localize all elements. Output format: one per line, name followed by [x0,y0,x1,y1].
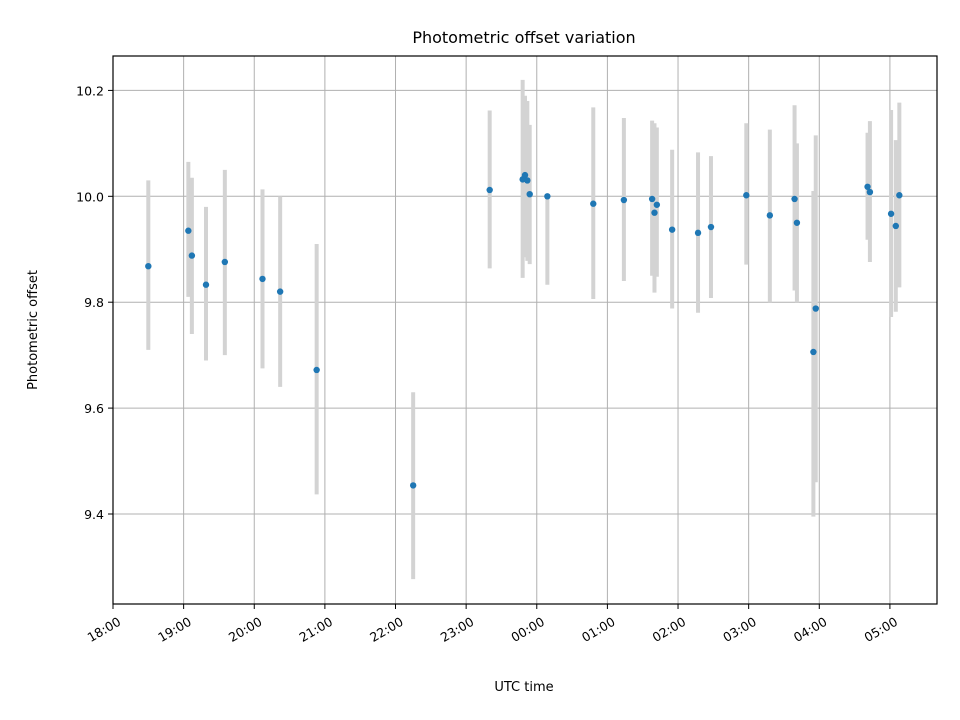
error-bars [146,79,902,580]
data-point [766,212,774,219]
y-axis-label: Photometric offset [26,270,41,390]
data-point [896,192,903,199]
x-tick-label: 02:00 [650,614,689,645]
data-point [409,482,417,489]
x-tick-label: 03:00 [720,614,759,645]
data-point [793,219,801,226]
x-axis-ticks: 18:00 19:00 20:00 21:00 22:00 23:00 00:00 01:00… [85,604,901,645]
data-point [620,196,628,204]
data-point [202,281,210,288]
x-tick-label: 21:00 [296,614,335,645]
data-point [526,190,533,198]
data-point [221,258,229,266]
data-point [188,252,196,259]
y-tick-label: 9.8 [84,295,104,310]
plot-frame [112,55,938,605]
data-point [185,227,192,234]
data-point [524,177,531,184]
data-point [707,223,715,231]
x-tick-label: 22:00 [367,614,406,645]
x-tick-label: 01:00 [579,614,618,645]
data-point [791,195,798,203]
data-point [651,209,658,216]
data-point [892,222,899,230]
x-tick-label: 04:00 [791,614,830,645]
data-point [812,305,819,312]
data-point [864,183,871,190]
data-point [521,171,529,179]
data-point [276,288,284,295]
data-point [648,195,656,203]
data-point [866,188,874,196]
data-point [810,348,817,356]
data-point [544,193,551,200]
data-point [743,192,750,199]
data-points [145,171,903,489]
data-point [887,210,895,217]
x-axis-label: UTC time [494,680,553,695]
y-tick-label: 9.4 [84,507,104,522]
x-tick-label: 19:00 [155,614,194,645]
y-tick-label: 9.6 [84,401,104,416]
data-point [313,366,320,374]
y-axis-ticks: 9.4 9.6 9.8 10.0 10.2 [76,83,113,522]
x-tick-label: 18:00 [85,614,124,645]
data-point [145,262,152,270]
x-tick-label: 20:00 [226,614,265,645]
data-point [668,226,676,233]
data-point [259,275,266,283]
data-point [590,200,597,207]
x-tick-label: 23:00 [438,614,477,645]
data-point [653,201,661,208]
x-tick-label: 05:00 [862,614,901,645]
y-tick-label: 10.2 [76,83,104,98]
y-tick-label: 10.0 [76,189,104,204]
data-point [694,229,702,237]
x-tick-label: 00:00 [508,614,547,645]
data-point [486,186,493,194]
chart-title: Photometric offset variation [412,28,635,47]
